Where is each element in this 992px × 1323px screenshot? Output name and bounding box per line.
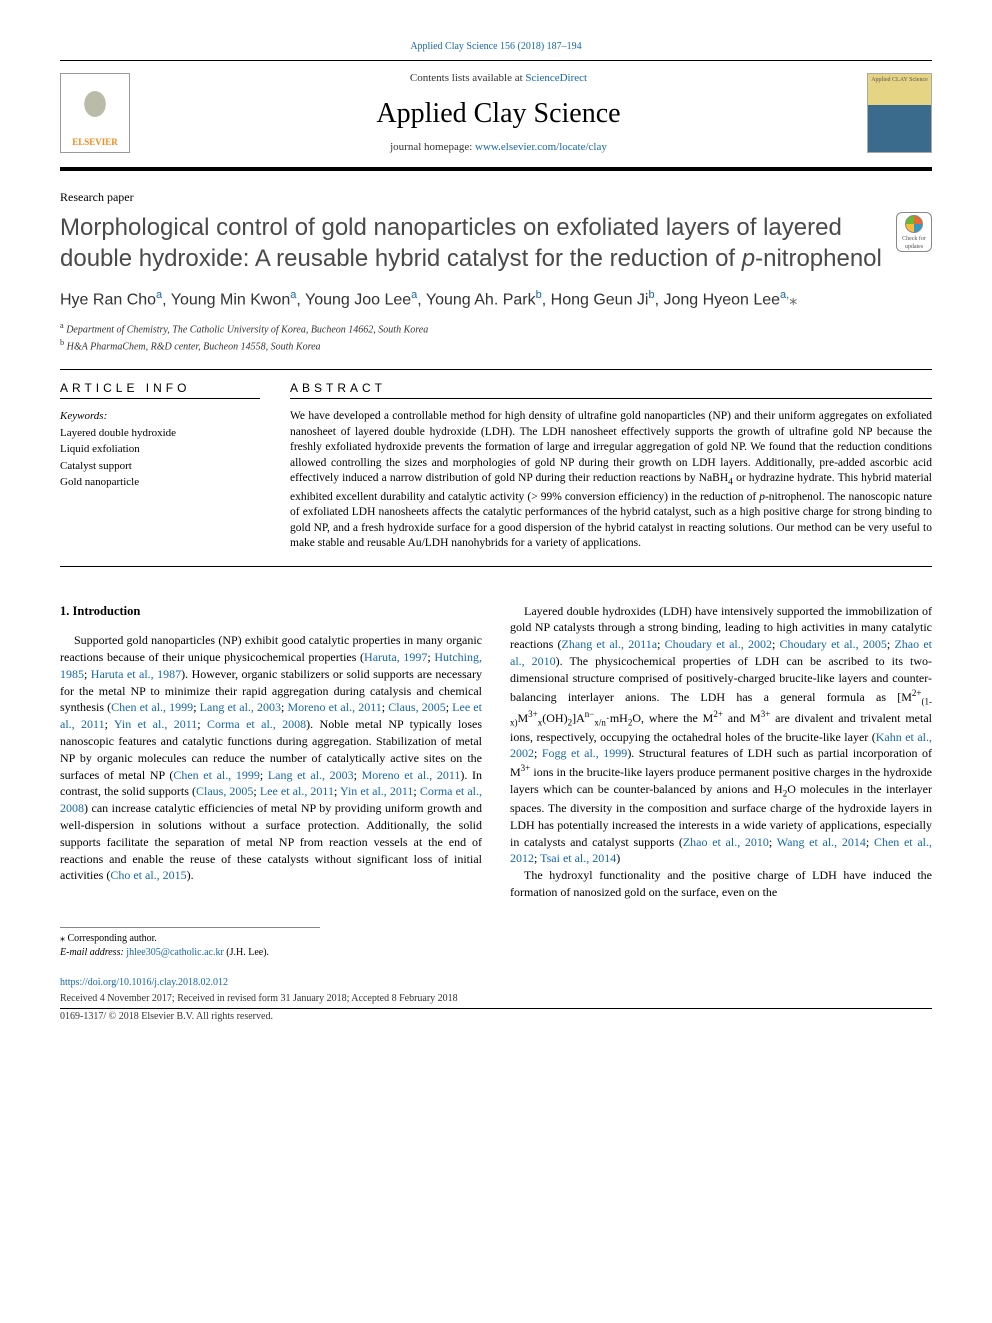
elsevier-tree-icon (70, 84, 120, 134)
corresponding-email-link[interactable]: jhlee305@catholic.ac.kr (126, 947, 224, 958)
contents-prefix: Contents lists available at (410, 72, 525, 84)
article-info-heading: ARTICLE INFO (60, 380, 260, 400)
article-title: Morphological control of gold nanopartic… (60, 212, 884, 274)
footnotes: ⁎ Corresponding author. E-mail address: … (60, 927, 320, 960)
journal-homepage: journal homepage: www.elsevier.com/locat… (130, 140, 867, 155)
body-column-right: Layered double hydroxides (LDH) have int… (510, 603, 932, 901)
affiliations: a Department of Chemistry, The Catholic … (60, 320, 932, 355)
affiliation-a-text: Department of Chemistry, The Catholic Un… (66, 324, 428, 335)
body-col2-content: Layered double hydroxides (LDH) have int… (510, 603, 932, 901)
abstract-text: We have developed a controllable method … (290, 409, 932, 551)
publisher-logo-text: ELSEVIER (72, 136, 118, 149)
article-info-column: ARTICLE INFO Keywords: Layered double hy… (60, 380, 260, 552)
keywords-list: Layered double hydroxide Liquid exfoliat… (60, 425, 260, 491)
copyright-line: 0169-1317/ © 2018 Elsevier B.V. All righ… (60, 1010, 932, 1024)
abstract-heading: ABSTRACT (290, 380, 932, 400)
received-dates: Received 4 November 2017; Received in re… (60, 992, 932, 1009)
section-heading-introduction: 1. Introduction (60, 603, 482, 621)
publisher-logo: ELSEVIER (60, 73, 130, 153)
journal-cover-thumbnail: Applied CLAY Science (867, 73, 932, 153)
homepage-link[interactable]: www.elsevier.com/locate/clay (475, 141, 607, 153)
article-type: Research paper (60, 189, 932, 206)
sciencedirect-link[interactable]: ScienceDirect (525, 72, 587, 84)
body-col1-content: Supported gold nanoparticles (NP) exhibi… (60, 632, 482, 884)
corresponding-author-note: ⁎ Corresponding author. (60, 932, 320, 946)
journal-header: ELSEVIER Contents lists available at Sci… (60, 60, 932, 171)
affiliation-b: b H&A PharmaChem, R&D center, Bucheon 14… (60, 337, 932, 354)
homepage-prefix: journal homepage: (390, 141, 475, 153)
crossmark-label: Check for updates (902, 236, 926, 250)
author-list: Hye Ran Choa, Young Min Kwona, Young Joo… (60, 288, 932, 312)
doi-link[interactable]: https://doi.org/10.1016/j.clay.2018.02.0… (60, 976, 932, 990)
contents-available: Contents lists available at ScienceDirec… (130, 71, 867, 86)
crossmark-badge[interactable]: Check for updates (896, 212, 932, 252)
journal-citation: Applied Clay Science 156 (2018) 187–194 (60, 40, 932, 54)
keyword: Catalyst support (60, 458, 260, 475)
affiliation-a: a Department of Chemistry, The Catholic … (60, 320, 932, 337)
email-line: E-mail address: jhlee305@catholic.ac.kr … (60, 946, 320, 960)
email-label: E-mail address: (60, 947, 126, 958)
abstract-column: ABSTRACT We have developed a controllabl… (290, 380, 932, 552)
body-column-left: 1. Introduction Supported gold nanoparti… (60, 603, 482, 901)
keywords-label: Keywords: (60, 409, 260, 424)
keyword: Layered double hydroxide (60, 425, 260, 442)
divider-top (60, 369, 932, 370)
crossmark-icon (905, 215, 923, 233)
keyword: Gold nanoparticle (60, 474, 260, 491)
keyword: Liquid exfoliation (60, 441, 260, 458)
email-suffix: (J.H. Lee). (224, 947, 269, 958)
divider-below-abstract (60, 566, 932, 567)
affiliation-b-text: H&A PharmaChem, R&D center, Bucheon 1455… (67, 342, 321, 353)
journal-name: Applied Clay Science (130, 94, 867, 133)
body-two-column: 1. Introduction Supported gold nanoparti… (60, 603, 932, 901)
